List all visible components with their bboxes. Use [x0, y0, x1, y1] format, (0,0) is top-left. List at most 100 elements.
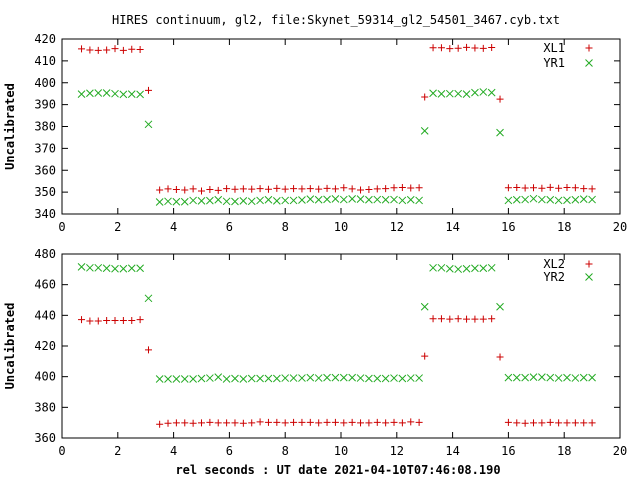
data-point-xl1 [521, 184, 529, 192]
data-point-xl1 [446, 45, 454, 53]
data-point-xl2 [571, 419, 579, 427]
data-point-xl1 [164, 185, 172, 193]
x-tick-label: 12 [390, 220, 404, 234]
data-point-yr2 [454, 265, 463, 274]
data-point-yr2 [172, 375, 181, 383]
data-point-yr1 [538, 195, 546, 204]
data-point-xl2 [239, 419, 247, 427]
data-point-xl1 [546, 183, 554, 191]
data-point-yr1 [119, 90, 128, 99]
data-point-yr1 [86, 89, 94, 98]
data-point-yr1 [381, 195, 390, 204]
data-point-yr2 [356, 374, 365, 382]
data-point-yr2 [479, 264, 488, 273]
data-point-yr2 [222, 375, 231, 383]
data-point-xl1 [206, 186, 214, 193]
data-point-xl2 [530, 419, 538, 427]
data-point-yr1 [222, 197, 231, 206]
data-point-xl2 [504, 418, 512, 426]
data-point-yr2 [144, 294, 153, 303]
data-point-yr1 [180, 197, 189, 206]
data-point-xl1 [323, 184, 331, 192]
data-point-yr1 [256, 196, 264, 205]
data-point-yr1 [554, 196, 563, 205]
x-tick-label: 20 [613, 220, 627, 234]
data-point-yr2 [406, 374, 415, 382]
data-point-yr2 [239, 375, 248, 383]
data-point-xl2 [103, 317, 111, 325]
data-point-xl1 [530, 184, 538, 192]
data-point-yr2 [429, 263, 437, 272]
data-point-yr2 [127, 264, 136, 273]
data-point-yr2 [180, 375, 189, 383]
data-point-yr1 [420, 127, 429, 135]
data-point-yr1 [197, 197, 206, 205]
data-point-yr2 [164, 375, 172, 383]
legend-label: YR2 [543, 270, 565, 284]
data-point-xl1 [454, 44, 462, 52]
data-point-xl2 [136, 316, 144, 324]
x-tick-label: 8 [282, 220, 289, 234]
data-point-yr2 [496, 302, 504, 311]
data-point-xl2 [315, 419, 323, 427]
data-point-xl2 [181, 419, 189, 427]
data-point-xl2 [144, 346, 152, 354]
legend-label: XL2 [543, 257, 565, 271]
data-point-xl2 [348, 418, 356, 426]
data-point-xl2 [119, 317, 127, 325]
data-point-yr2 [77, 263, 86, 271]
data-point-yr1 [281, 196, 290, 205]
data-point-yr2 [111, 264, 119, 273]
data-point-yr2 [487, 263, 496, 272]
data-point-xl1 [504, 184, 512, 192]
data-point-yr1 [298, 196, 306, 204]
data-point-yr2 [504, 373, 513, 382]
data-point-yr2 [119, 264, 128, 273]
data-point-xl2 [94, 317, 102, 325]
data-point-xl1 [136, 46, 144, 53]
data-point-xl2 [446, 315, 454, 323]
legend-marker [585, 260, 593, 268]
data-point-yr1 [521, 195, 529, 204]
data-point-yr2 [155, 375, 164, 383]
x-axis-label: rel seconds : UT date 2021-04-10T07:46:0… [175, 463, 500, 477]
data-point-xl2 [479, 315, 487, 323]
data-point-xl1 [78, 45, 86, 53]
data-point-yr1 [323, 195, 331, 204]
data-point-yr2 [521, 373, 529, 382]
data-point-yr2 [415, 374, 423, 382]
data-point-xl1 [248, 185, 256, 193]
data-point-xl2 [172, 419, 180, 427]
data-point-xl2 [86, 317, 94, 325]
data-point-xl2 [513, 419, 521, 427]
data-point-xl2 [264, 418, 272, 426]
data-point-yr2 [86, 263, 94, 272]
data-point-xl1 [264, 185, 272, 193]
data-point-xl2 [563, 419, 571, 427]
data-point-yr1 [127, 90, 136, 98]
data-point-xl1 [463, 43, 471, 51]
data-point-xl1 [421, 93, 429, 101]
data-point-yr2 [546, 373, 555, 382]
x-tick-label: 14 [445, 444, 459, 458]
data-point-xl2 [365, 419, 373, 427]
data-point-xl2 [580, 419, 588, 427]
data-point-xl1 [214, 186, 222, 194]
data-point-yr1 [231, 197, 239, 206]
x-tick-label: 6 [226, 220, 233, 234]
data-point-yr2 [272, 374, 281, 383]
data-point-yr2 [256, 374, 264, 383]
data-point-xl2 [496, 353, 504, 361]
x-tick-label: 4 [170, 444, 177, 458]
data-point-yr2 [563, 373, 571, 382]
data-point-xl1 [580, 185, 588, 193]
data-point-yr1 [314, 195, 323, 204]
data-point-xl2 [256, 418, 264, 426]
data-point-xl1 [111, 45, 119, 53]
data-point-yr2 [331, 373, 340, 382]
data-point-xl1 [365, 186, 373, 193]
data-point-xl1 [513, 184, 521, 192]
data-point-yr1 [571, 195, 580, 204]
data-point-xl1 [315, 185, 323, 193]
